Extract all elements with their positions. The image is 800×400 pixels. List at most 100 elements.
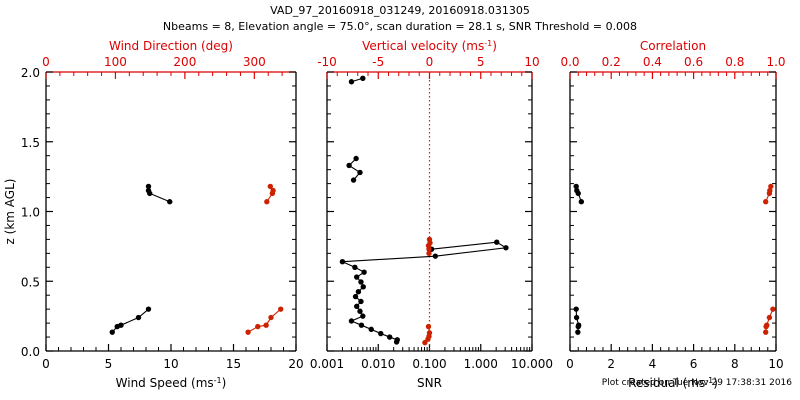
data-point [358, 279, 364, 285]
data-point [269, 190, 276, 197]
panel-residual-xaxis-label-top: Correlation [640, 39, 706, 53]
panel-snr-xaxis-label-top: Vertical velocity (ms-1) [362, 39, 497, 53]
data-point [245, 329, 251, 335]
data-point [360, 313, 366, 319]
data-point [575, 329, 581, 335]
data-point [354, 303, 360, 310]
panel-snr-xticklabel: 10.000 [511, 357, 553, 371]
panel-residual-series-correlation [763, 183, 776, 335]
panel-wind-xticklabel: 10 [163, 357, 178, 371]
data-point [267, 183, 274, 190]
data-point [422, 339, 428, 346]
panel-wind-xticklabel-top: 0 [42, 55, 50, 69]
panel-residual-xticklabel: 10 [768, 357, 783, 371]
panel-wind-xaxis-label: Wind Speed (ms-1) [116, 376, 227, 390]
data-point [503, 245, 509, 251]
panel-residual-xticklabel-top: 0.6 [684, 55, 703, 69]
panel-residual-xticklabel-top: 1.0 [766, 55, 785, 69]
panel-snr-xticklabel-top: 10 [524, 55, 539, 69]
panel-wind-xticklabel: 15 [226, 357, 241, 371]
panel-wind-series-wind-speed [109, 183, 173, 335]
panel-residual-xticklabel-top: 0.2 [602, 55, 621, 69]
data-point [763, 329, 769, 335]
data-line [348, 158, 361, 181]
panel-residual-xticklabel-top: 0.8 [725, 55, 744, 69]
data-line [342, 241, 508, 343]
panel-residual-xticklabel: 8 [731, 357, 739, 371]
data-point [355, 289, 362, 295]
data-point [357, 169, 363, 176]
data-point [368, 326, 374, 333]
data-point [135, 314, 142, 321]
panel-residual-xticklabel: 4 [649, 357, 657, 371]
data-point [118, 322, 124, 328]
data-point [109, 329, 115, 335]
data-point [426, 236, 433, 243]
data-point [426, 330, 433, 336]
panel-residual-xticklabel: 0 [566, 357, 574, 371]
data-point [494, 239, 500, 245]
data-point [432, 253, 439, 259]
panel-snr-series-vertical-velocity [422, 236, 433, 346]
panel-wind-xticklabel-top: 100 [104, 55, 127, 69]
data-point [386, 334, 393, 340]
data-point [360, 75, 366, 81]
plot-created-footer: Plot created on Tue Nov 29 17:38:31 2016 [601, 378, 792, 388]
data-line [247, 308, 282, 333]
panel-wind-xaxis-label-top: Wind Direction (deg) [109, 39, 233, 53]
data-point [348, 318, 355, 324]
data-point [348, 79, 355, 85]
data-point [573, 314, 580, 321]
data-point [354, 274, 360, 280]
yticklabel: 1.0 [21, 206, 40, 220]
panel-snr-xticklabel-top: -5 [372, 55, 384, 69]
data-point [278, 306, 284, 312]
panel-residual-series-residual [573, 183, 585, 335]
data-point [352, 293, 359, 300]
data-point [358, 322, 365, 328]
panel-snr-xticklabel: 0.010 [361, 357, 395, 371]
data-point [360, 284, 366, 290]
data-point [766, 190, 773, 197]
panel-wind-xticklabel-top: 200 [173, 55, 196, 69]
panel-wind-xticklabel: 20 [288, 357, 303, 371]
data-point [357, 308, 363, 314]
data-point [346, 162, 352, 169]
data-point [268, 314, 274, 321]
figure-title: VAD_97_20160918_031249, 20160918.031305 [270, 4, 530, 17]
panel-snr-xaxis-label: SNR [417, 376, 442, 390]
panel-residual-xticklabel-top: 0.4 [643, 55, 662, 69]
data-point [575, 323, 581, 330]
panel-residual-xticklabel-top: 0.0 [560, 55, 579, 69]
panel-snr-xticklabel-top: -10 [317, 55, 337, 69]
data-point [353, 155, 359, 162]
panel-residual-xticklabel: 6 [690, 357, 698, 371]
data-point [573, 183, 579, 190]
data-point [575, 190, 581, 197]
data-point [167, 199, 173, 205]
panel-residual-xticklabel: 2 [607, 357, 615, 371]
panel-wind-xticklabel: 5 [105, 357, 113, 371]
yticklabel: 0.0 [21, 345, 40, 359]
data-point [573, 306, 579, 312]
panel-snr-xticklabel: 1.000 [464, 357, 498, 371]
data-point [264, 199, 270, 205]
figure-subtitle: Nbeams = 8, Elevation angle = 75.0°, sca… [162, 20, 638, 33]
data-point [578, 199, 585, 205]
data-point [394, 337, 400, 343]
data-point [763, 199, 769, 205]
panel-snr-xticklabel-top: 5 [477, 55, 485, 69]
panel-wind-xticklabel: 0 [42, 357, 50, 371]
data-point [350, 177, 357, 183]
yticklabel: 2.0 [21, 66, 40, 80]
data-point [352, 264, 358, 270]
yaxis-label: z (km AGL) [3, 179, 17, 245]
data-point [425, 323, 432, 330]
panel-residual: 0 2 4 6 8 10 0.0 0.2 0.4 0.6 0.8 1.0 Residual (ms-1)… [560, 39, 785, 390]
data-point [378, 330, 384, 337]
yticklabel: 1.5 [21, 136, 40, 150]
data-point [255, 323, 261, 330]
panel-snr-series-snr [339, 75, 509, 345]
